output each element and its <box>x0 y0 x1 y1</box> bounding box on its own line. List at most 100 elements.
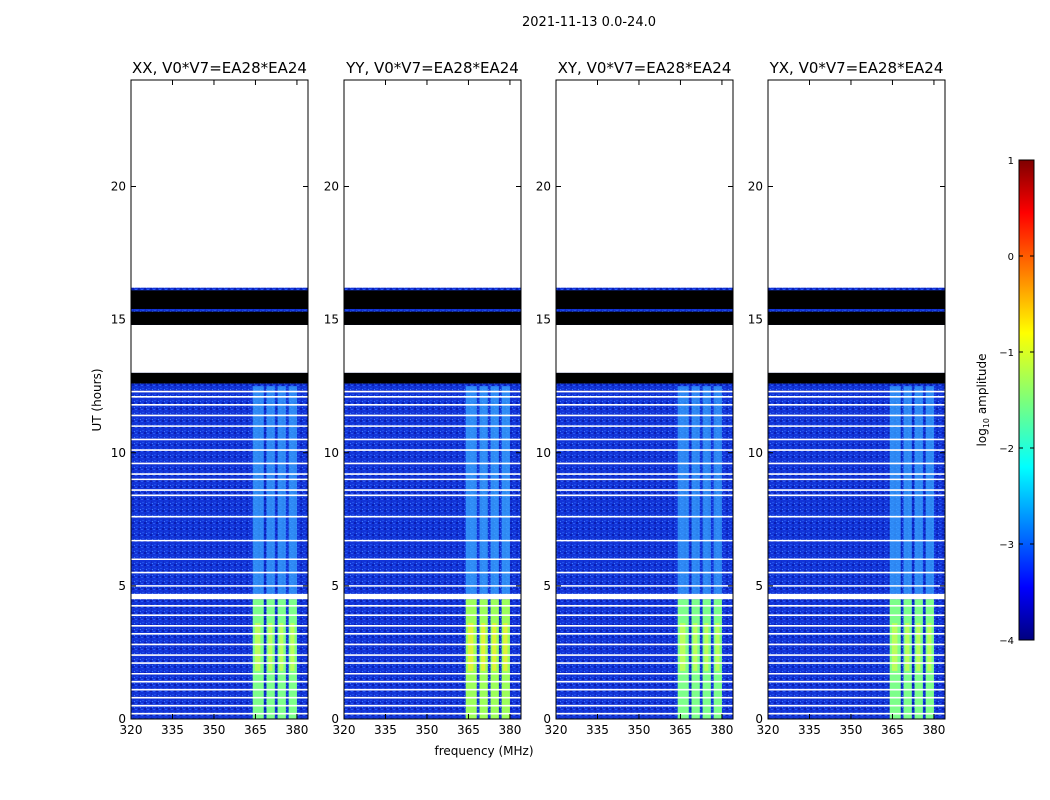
panel-title: XX, V0*V7=EA28*EA24 <box>132 59 307 77</box>
rfi-band-hot <box>492 623 497 672</box>
flagged-region <box>768 372 945 384</box>
x-tick-label: 335 <box>798 723 821 737</box>
rfi-band-hot <box>715 623 720 672</box>
y-tick-label: 5 <box>118 579 126 593</box>
x-tick-label: 320 <box>757 723 780 737</box>
flagged-region <box>556 290 733 309</box>
colorbar-tick-label: 1 <box>1008 156 1014 167</box>
rfi-band-hot <box>481 623 486 672</box>
no-data-region <box>768 324 945 373</box>
x-tick-label: 380 <box>922 723 945 737</box>
colorbar-ticks: 1 0 −1 −2 −3 −4 <box>999 156 1034 647</box>
x-tick-label: 335 <box>161 723 184 737</box>
x-tick-label: 320 <box>333 723 356 737</box>
x-tick-label: 350 <box>416 723 439 737</box>
rfi-band-hot <box>279 623 284 672</box>
colorbar-label-suffix: amplitude <box>975 354 989 418</box>
gap-region <box>131 593 308 600</box>
colorbar: log10 amplitude 10−1−2−3−4 <box>975 156 1035 647</box>
y-tick-label: 15 <box>324 313 339 327</box>
panels-group: XX, V0*V7=EA28*EA24 320 335 350 365 380 0 5 10 15… <box>111 59 946 737</box>
flagged-region <box>344 372 521 384</box>
gap-region <box>556 593 733 600</box>
figure-title: 2021-11-13 0.0-24.0 <box>522 15 656 30</box>
x-tick-label: 365 <box>881 723 904 737</box>
panel-3: YX, V0*V7=EA28*EA24 320 335 350 365 380 0 5 10 15… <box>748 59 946 737</box>
y-tick-label: 0 <box>331 712 339 726</box>
panel-title: YY, V0*V7=EA28*EA24 <box>345 59 519 77</box>
rfi-band-hot <box>467 623 474 672</box>
y-tick-label: 0 <box>755 712 763 726</box>
x-tick-label: 350 <box>628 723 651 737</box>
y-tick-label: 5 <box>755 579 763 593</box>
flagged-region <box>556 372 733 384</box>
x-tick-label: 365 <box>669 723 692 737</box>
gap-region <box>768 593 945 600</box>
flagged-region <box>131 372 308 384</box>
rfi-band-hot <box>704 623 709 672</box>
y-tick-label: 5 <box>331 579 339 593</box>
x-tick-label: 335 <box>374 723 397 737</box>
rfi-band-hot <box>905 623 910 672</box>
colorbar-tick-label: −4 <box>999 636 1014 647</box>
no-data-region <box>131 80 308 288</box>
no-data-region <box>556 324 733 373</box>
x-tick-label: 350 <box>203 723 226 737</box>
y-tick-label: 0 <box>543 712 551 726</box>
colorbar-tick-label: −1 <box>999 348 1014 359</box>
y-tick-label: 15 <box>536 313 551 327</box>
panel-0: XX, V0*V7=EA28*EA24 320 335 350 365 380 0 5 10 15… <box>111 59 309 737</box>
y-tick-label: 10 <box>111 446 126 460</box>
x-tick-label: 380 <box>710 723 733 737</box>
flagged-region <box>768 290 945 309</box>
rfi-band-hot <box>290 623 295 672</box>
rfi-band-hot <box>268 623 273 672</box>
y-axis-label: UT (hours) <box>90 368 104 431</box>
colorbar-label-sub: 10 <box>982 418 991 428</box>
colorbar-tick-label: 0 <box>1008 252 1014 263</box>
rfi-band-hot <box>693 623 698 672</box>
panel-2: XY, V0*V7=EA28*EA24 320 335 350 365 380 0 5 10 15… <box>536 59 734 737</box>
y-tick-label: 0 <box>118 712 126 726</box>
x-axis-label: frequency (MHz) <box>434 744 533 758</box>
panel-frame <box>767 79 946 720</box>
flagged-region <box>131 290 308 309</box>
y-tick-label: 10 <box>536 446 551 460</box>
panel-1: YY, V0*V7=EA28*EA24 320 335 350 365 380 0 5 10 15… <box>324 59 522 737</box>
y-tick-label: 20 <box>324 180 339 194</box>
panel-frame <box>343 79 522 720</box>
colorbar-gradient <box>1018 159 1035 641</box>
y-tick-label: 15 <box>748 313 763 327</box>
x-tick-label: 365 <box>457 723 480 737</box>
flagged-region <box>556 311 733 325</box>
y-tick-label: 10 <box>748 446 763 460</box>
y-tick-label: 5 <box>543 579 551 593</box>
rfi-band-hot <box>503 623 508 672</box>
x-tick-label: 320 <box>120 723 143 737</box>
no-data-region <box>768 80 945 288</box>
y-tick-label: 20 <box>536 180 551 194</box>
gap-region <box>344 593 521 600</box>
x-tick-label: 380 <box>498 723 521 737</box>
no-data-region <box>344 80 521 288</box>
colorbar-label-prefix: log <box>975 428 989 446</box>
no-data-region <box>344 324 521 373</box>
y-tick-label: 10 <box>324 446 339 460</box>
x-tick-label: 350 <box>840 723 863 737</box>
colorbar-tick-label: −2 <box>999 444 1014 455</box>
rfi-band-hot <box>916 623 921 672</box>
y-tick-label: 20 <box>111 180 126 194</box>
panel-title: YX, V0*V7=EA28*EA24 <box>769 59 944 77</box>
y-tick-label: 20 <box>748 180 763 194</box>
panel-frame <box>130 79 309 720</box>
rfi-band-hot <box>891 623 898 672</box>
no-data-region <box>131 324 308 373</box>
rfi-band-hot <box>927 623 932 672</box>
panel-frame <box>555 79 734 720</box>
x-tick-label: 365 <box>244 723 267 737</box>
colorbar-label: log10 amplitude <box>975 354 991 447</box>
colorbar-tick-label: −3 <box>999 540 1014 551</box>
y-tick-label: 15 <box>111 313 126 327</box>
flagged-region <box>344 311 521 325</box>
